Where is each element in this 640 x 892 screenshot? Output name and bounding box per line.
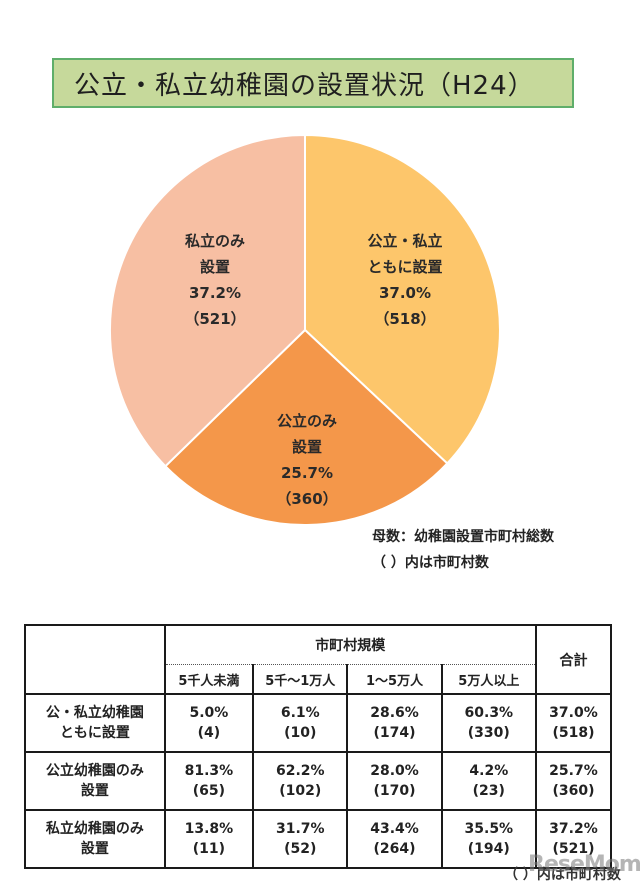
cell-count: (170)	[373, 783, 416, 799]
cell-pct: 5.0%	[189, 705, 229, 721]
data-table: 市町村規模 合計 5千人未満 5千〜1万人 1〜5万人 5万人以上 公・私立幼稚…	[24, 624, 613, 869]
table-cell: 60.3% (330)	[440, 693, 537, 753]
col-header: 5万人以上	[440, 664, 537, 695]
cell-pct: 6.1%	[280, 705, 320, 721]
row-label: 設置	[80, 783, 109, 799]
row-label: 設置	[80, 841, 109, 857]
watermark-logo: ReseMom	[528, 852, 640, 877]
table-cell: 62.2% (102)	[252, 751, 349, 811]
cell-count: (360)	[552, 783, 595, 799]
row-label: 公立幼稚園のみ	[45, 763, 144, 779]
cell-count: (65)	[192, 783, 226, 799]
table-row: 公・私立幼稚園 ともに設置 5.0% (4) 6.1% (10) 28.6% (174)…	[24, 693, 613, 753]
table-cell: 35.5% (194)	[440, 809, 537, 869]
chart-title: 公立・私立幼稚園の設置状況（H24）	[74, 70, 535, 101]
cell-count: (23)	[472, 783, 505, 799]
col-header: 1〜5万人	[346, 664, 443, 695]
cell-count: (174)	[373, 725, 416, 741]
table-row: 公立幼稚園のみ 設置 81.3% (65) 62.2% (102) 28.0% (170…	[24, 751, 613, 811]
cell-pct: 37.0%	[549, 705, 598, 721]
cell-count: (102)	[279, 783, 322, 799]
cell-count: (194)	[467, 841, 510, 857]
cell-pct: 25.7%	[549, 763, 598, 779]
row-label: 私立幼稚園のみ	[45, 821, 144, 837]
label-both-count: （518）	[374, 310, 436, 328]
cell-count: (10)	[284, 725, 317, 741]
cell-count: (4)	[197, 725, 221, 741]
label-both-pct: 37.0%	[378, 284, 432, 302]
cell-pct: 37.2%	[549, 821, 598, 837]
cell-count: (264)	[373, 841, 416, 857]
group-header: 市町村規模	[163, 624, 537, 665]
table-cell: 28.0% (170)	[346, 751, 443, 811]
label-public-line2: 設置	[291, 438, 322, 456]
label-both-line2: ともに設置	[367, 258, 443, 276]
pie-chart	[108, 133, 501, 526]
table-cell: 6.1% (10)	[252, 693, 349, 753]
cell-pct: 28.6%	[370, 705, 419, 721]
cell-pct: 13.8%	[184, 821, 234, 837]
cell-pct: 35.5%	[464, 821, 514, 837]
row-header: 公・私立幼稚園 ともに設置	[24, 693, 166, 753]
table-row: 私立幼稚園のみ 設置 13.8% (11) 31.7% (52) 43.4% (264)…	[24, 809, 613, 869]
table-footnote: （ ）内は市町村数	[504, 867, 621, 883]
label-private-only: 私立のみ 設置 37.2% （521）	[150, 228, 280, 332]
row-header: 公立幼稚園のみ 設置	[24, 751, 166, 811]
row-label: 公・私立幼稚園	[45, 705, 144, 721]
label-both-line1: 公立・私立	[367, 232, 443, 250]
cell-pct: 28.0%	[370, 763, 419, 779]
slice-private-only	[108, 133, 306, 468]
table-cell: 43.4% (264)	[346, 809, 443, 869]
slice-both	[304, 133, 501, 465]
chart-notes: 母数：幼稚園設置市町村総数 （ ）内は市町村数	[372, 524, 554, 576]
note-base: 母数：幼稚園設置市町村総数	[372, 529, 554, 545]
cell-pct: 31.7%	[275, 821, 325, 837]
table-cell: 37.0% (518)	[534, 693, 613, 753]
label-public-pct: 25.7%	[280, 464, 334, 482]
table-cell: 4.2% (23)	[440, 751, 537, 811]
label-public-line1: 公立のみ	[276, 412, 337, 430]
label-private-pct: 37.2%	[188, 284, 242, 302]
cell-count: (330)	[467, 725, 510, 741]
cell-count: (52)	[284, 841, 317, 857]
label-private-line2: 設置	[199, 258, 230, 276]
cell-pct: 62.2%	[275, 763, 325, 779]
label-both: 公立・私立 ともに設置 37.0% （518）	[340, 228, 470, 332]
row-label: ともに設置	[59, 725, 130, 741]
cell-pct: 60.3%	[464, 705, 514, 721]
slice-public-only	[163, 328, 449, 526]
table-cell: 5.0% (4)	[163, 693, 255, 753]
table-cell: 81.3% (65)	[163, 751, 255, 811]
cell-count: (521)	[552, 841, 595, 857]
label-public-only: 公立のみ 設置 25.7% （360）	[242, 408, 372, 512]
chart-title-box: 公立・私立幼稚園の設置状況（H24）	[52, 58, 574, 108]
table-cell: 31.7% (52)	[252, 809, 349, 869]
row-header: 私立幼稚園のみ 設置	[24, 809, 166, 869]
table-cell: 37.2% (521)	[534, 809, 613, 869]
cell-count: (518)	[552, 725, 595, 741]
total-header: 合計	[534, 624, 613, 695]
cell-pct: 43.4%	[370, 821, 419, 837]
table-cell: 25.7% (360)	[534, 751, 613, 811]
col-header: 5千〜1万人	[252, 664, 349, 695]
col-header: 5千人未満	[163, 664, 255, 695]
table-cell: 13.8% (11)	[163, 809, 255, 869]
table-corner	[24, 624, 166, 695]
table-cell: 28.6% (174)	[346, 693, 443, 753]
cell-pct: 4.2%	[469, 763, 509, 779]
note-paren: （ ）内は市町村数	[372, 555, 489, 571]
cell-count: (11)	[192, 841, 226, 857]
label-public-count: （360）	[276, 490, 338, 508]
label-private-count: （521）	[184, 310, 246, 328]
label-private-line1: 私立のみ	[184, 232, 245, 250]
cell-pct: 81.3%	[184, 763, 234, 779]
